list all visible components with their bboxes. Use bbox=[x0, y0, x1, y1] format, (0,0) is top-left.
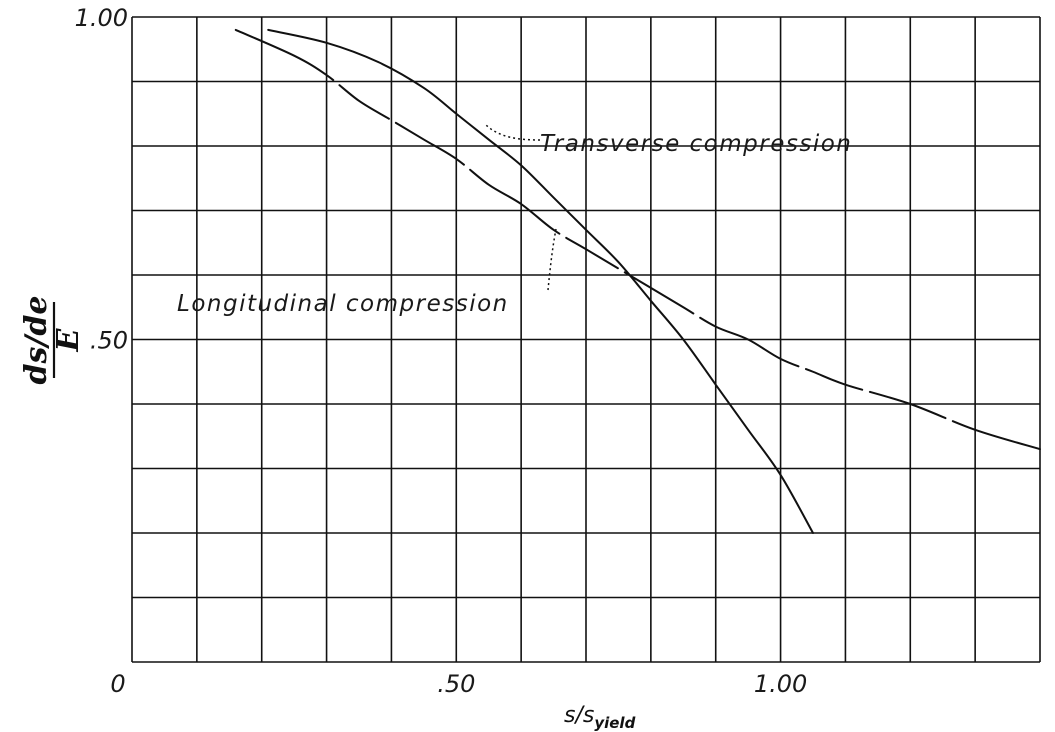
plot-curves bbox=[234, 28, 1041, 534]
x-tick-label: 1.00 bbox=[754, 670, 807, 698]
y-axis-label-numerator: ds/de bbox=[19, 296, 54, 385]
x-axis-label: s/syield bbox=[564, 703, 636, 732]
y-axis-label-denominator: E bbox=[51, 327, 86, 352]
leader-line-transverse bbox=[485, 124, 541, 141]
leader-line-longitudinal bbox=[547, 228, 557, 291]
y-tick-label: 1.00 bbox=[75, 4, 128, 32]
series-line-longitudinal-compression bbox=[234, 28, 1041, 451]
series-line-transverse-compression bbox=[267, 28, 814, 534]
y-tick-label: .50 bbox=[90, 327, 128, 355]
axis-ticks: 0 .50 1.00 .50 1.00 bbox=[75, 4, 808, 698]
x-tick-label: 0 bbox=[110, 670, 125, 698]
x-axis-label-main: s/s bbox=[564, 703, 594, 728]
annotation-transverse-compression: Transverse compression bbox=[540, 131, 852, 157]
y-axis-label: ds/de E bbox=[19, 296, 86, 385]
x-axis-label-subscript: yield bbox=[594, 714, 635, 732]
plot-grid bbox=[131, 16, 1041, 663]
annotation-longitudinal-compression: Longitudinal compression bbox=[177, 291, 509, 317]
x-tick-label: .50 bbox=[437, 670, 475, 698]
